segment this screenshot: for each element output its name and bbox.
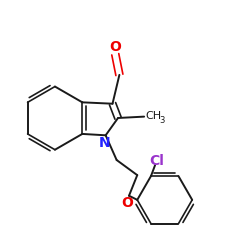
Text: 3: 3 [160, 116, 165, 125]
Text: O: O [122, 196, 134, 210]
Text: O: O [109, 40, 121, 54]
Text: N: N [98, 136, 110, 150]
Text: Cl: Cl [149, 154, 164, 168]
Text: CH: CH [146, 111, 162, 121]
